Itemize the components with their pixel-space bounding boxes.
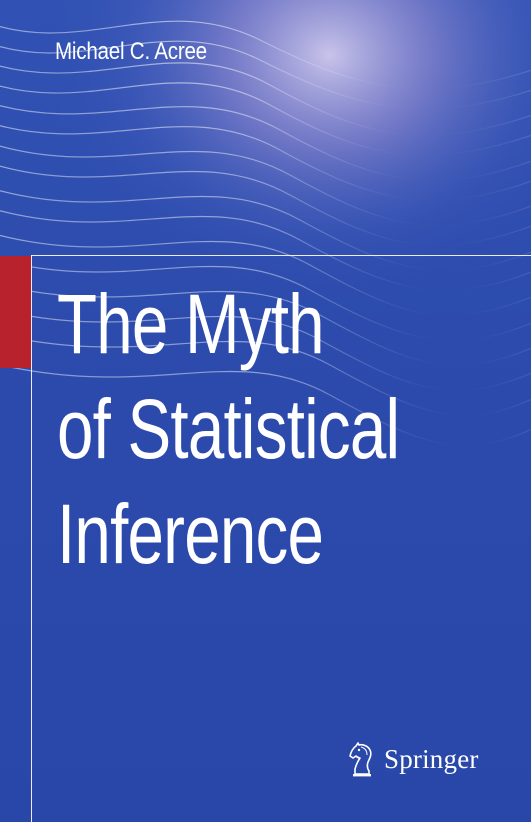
frame-line-horizontal xyxy=(31,255,531,256)
title-line-3: Inference xyxy=(57,487,324,581)
book-title: The Myth of Statistical Inference xyxy=(57,272,400,587)
publisher-name: Springer xyxy=(384,743,479,774)
publisher-logo: Springer xyxy=(346,741,479,777)
chess-knight-icon xyxy=(349,742,372,777)
author-name: Michael C. Acree xyxy=(55,38,207,65)
frame-line-vertical xyxy=(31,255,32,822)
title-line-2: of Statistical xyxy=(57,382,400,476)
red-accent-tab xyxy=(0,256,31,368)
title-line-1: The Myth xyxy=(57,277,325,371)
